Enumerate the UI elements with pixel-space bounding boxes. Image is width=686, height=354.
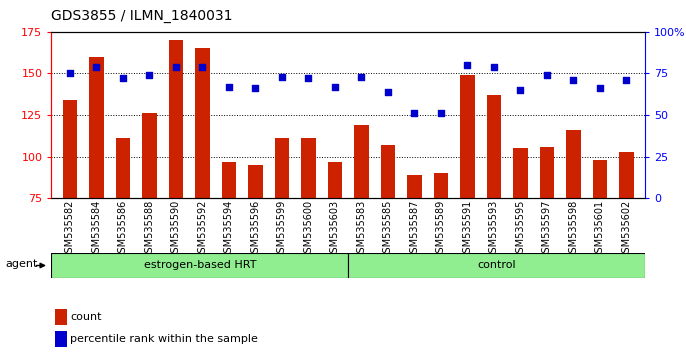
Text: estrogen-based HRT: estrogen-based HRT <box>143 261 256 270</box>
Bar <box>116 138 130 198</box>
Point <box>224 84 235 90</box>
Point <box>515 87 526 93</box>
Point <box>594 86 605 91</box>
Point <box>91 64 102 70</box>
Bar <box>513 148 528 198</box>
Bar <box>89 57 104 198</box>
Bar <box>301 138 316 198</box>
Point <box>276 74 287 80</box>
Bar <box>381 145 395 198</box>
Text: agent: agent <box>5 259 38 269</box>
Point <box>488 64 499 70</box>
Bar <box>593 160 607 198</box>
Bar <box>540 147 554 198</box>
Point <box>170 64 181 70</box>
Bar <box>566 130 580 198</box>
Bar <box>348 253 645 278</box>
Bar <box>51 253 348 278</box>
Point <box>382 89 393 95</box>
Point <box>568 77 579 83</box>
Bar <box>274 138 289 198</box>
Bar <box>55 309 67 325</box>
Bar <box>460 75 475 198</box>
Bar <box>142 113 156 198</box>
Bar <box>407 175 422 198</box>
Point <box>64 71 75 76</box>
Point <box>356 74 367 80</box>
Bar <box>354 125 368 198</box>
Point <box>144 72 155 78</box>
Point <box>303 76 314 81</box>
Bar <box>328 162 342 198</box>
Bar <box>169 40 183 198</box>
Point <box>117 76 128 81</box>
Bar <box>486 95 501 198</box>
Point <box>541 72 552 78</box>
Point <box>250 86 261 91</box>
Text: count: count <box>70 312 102 322</box>
Bar <box>55 331 67 347</box>
Point <box>197 64 208 70</box>
Point <box>329 84 340 90</box>
Point <box>621 77 632 83</box>
Bar <box>619 152 634 198</box>
Text: GDS3855 / ILMN_1840031: GDS3855 / ILMN_1840031 <box>51 9 233 23</box>
Bar <box>222 162 236 198</box>
Point <box>436 110 447 116</box>
Bar <box>195 48 210 198</box>
Text: control: control <box>477 261 516 270</box>
Point <box>409 110 420 116</box>
Text: percentile rank within the sample: percentile rank within the sample <box>70 334 258 344</box>
Point <box>462 62 473 68</box>
Bar <box>62 100 78 198</box>
Bar <box>434 173 448 198</box>
Bar <box>248 165 263 198</box>
